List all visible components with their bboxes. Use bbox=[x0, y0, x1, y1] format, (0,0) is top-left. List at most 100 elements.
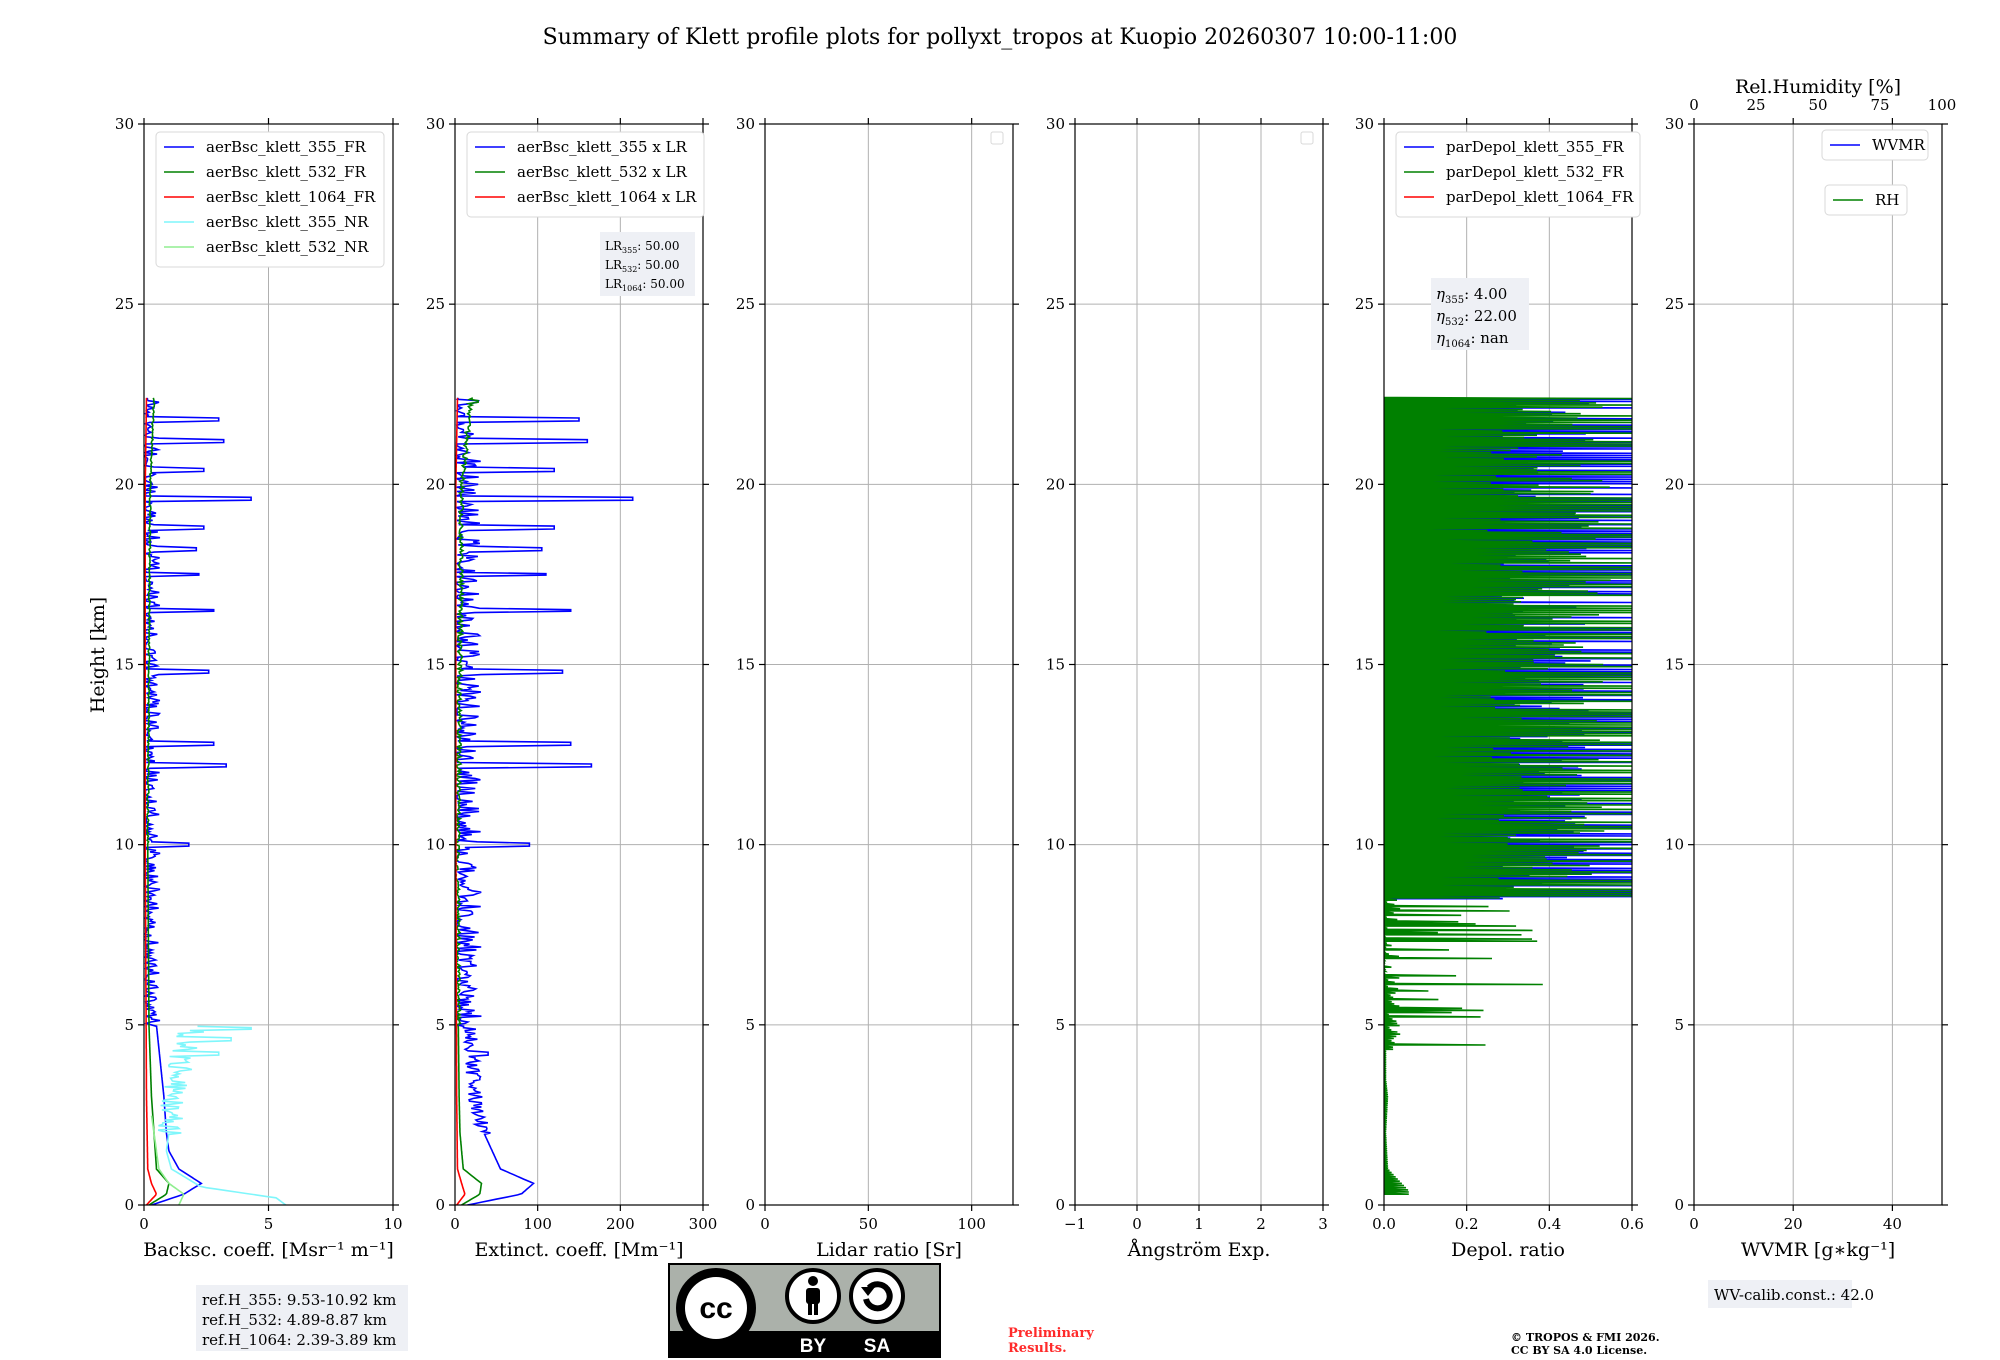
copyright-line1: © TROPOS & FMI 2026. bbox=[1511, 1331, 1660, 1344]
wv-calibration-box-bg bbox=[1708, 1280, 1852, 1308]
lidar-ratio-2: LR1064: 50.00 bbox=[605, 277, 685, 293]
series-parDepol_klett_532_FR bbox=[1384, 396, 1632, 1195]
xlabel-wvmr: WVMR [g∗kg⁻¹] bbox=[1741, 1239, 1895, 1261]
legend-extinction: aerBsc_klett_355 x LR aerBsc_klett_532 x … bbox=[466, 131, 705, 218]
y-axis-label: Height [km] bbox=[87, 597, 109, 713]
depol-calibration-box-bg bbox=[1431, 278, 1529, 350]
empty-legend-angstrom bbox=[1300, 131, 1314, 145]
ytick-label-wvmr-4: 20 bbox=[1665, 475, 1684, 493]
ytick-label-lidar_ratio-4: 20 bbox=[736, 475, 755, 493]
lidar-ratio-0: LR355: 50.00 bbox=[605, 239, 680, 255]
wv-calibration-box: WV-calib.const.: 42.0 bbox=[1708, 1280, 1874, 1308]
rh-tick-label-4: 100 bbox=[1928, 96, 1957, 114]
legend-box-depol bbox=[1395, 131, 1641, 218]
ytick-label-backscatter-2: 10 bbox=[115, 836, 134, 854]
curves-extinction bbox=[455, 397, 634, 1205]
legend-wvmr: WVMR bbox=[1821, 129, 1929, 161]
cc-icon-text: cc bbox=[699, 1292, 732, 1325]
legend-box-backscatter bbox=[155, 131, 385, 268]
xtick-label-angstrom-3: 2 bbox=[1256, 1215, 1266, 1233]
ytick-label-extinction-2: 10 bbox=[426, 836, 445, 854]
cc-icon: cc bbox=[676, 1268, 756, 1348]
xtick-label-depol-2: 0.4 bbox=[1537, 1215, 1561, 1233]
xtick-label-wvmr-1: 20 bbox=[1784, 1215, 1803, 1233]
ytick-label-lidar_ratio-1: 5 bbox=[745, 1016, 755, 1034]
lidar-ratio-box: LR355: 50.00 LR532: 50.00 LR1064: 50.00 bbox=[600, 232, 695, 296]
share-alike-icon bbox=[849, 1268, 905, 1324]
license-badge-sa: SA bbox=[864, 1336, 891, 1357]
ytick-label-backscatter-3: 15 bbox=[115, 656, 134, 674]
legend-label-extinction-1: aerBsc_klett_532 x LR bbox=[517, 163, 688, 181]
legend-label-backscatter-2: aerBsc_klett_1064_FR bbox=[206, 188, 376, 206]
ytick-label-angstrom-2: 10 bbox=[1046, 836, 1065, 854]
ytick-label-extinction-5: 25 bbox=[426, 295, 445, 313]
legend-label-depol-2: parDepol_klett_1064_FR bbox=[1446, 188, 1634, 206]
license-badge-by: BY bbox=[800, 1336, 827, 1357]
series-aerBsc_klett_355_NR bbox=[157, 1025, 287, 1205]
xtick-label-wvmr-0: 0 bbox=[1689, 1215, 1699, 1233]
panel-backscatter: 0 5 10 0 5 10 15 20 25 30 Backsc. coeff. [Msr⁻¹ m⁻… bbox=[115, 115, 408, 1351]
depol-calibration-2: η1064: nan bbox=[1436, 329, 1509, 350]
ytick-label-backscatter-5: 25 bbox=[115, 295, 134, 313]
xlabel-lidar_ratio: Lidar ratio [Sr] bbox=[816, 1239, 962, 1261]
legend-label-depol-1: parDepol_klett_532_FR bbox=[1446, 163, 1624, 181]
series-aerBsc_klett_532_NR bbox=[150, 1115, 185, 1205]
legend-label-depol-0: parDepol_klett_355_FR bbox=[1446, 138, 1624, 156]
lidar-ratio-box-bg bbox=[600, 232, 695, 296]
legend-label-extinction-0: aerBsc_klett_355 x LR bbox=[517, 138, 688, 156]
panel-wvmr: 0 20 40 0 5 10 15 20 25 30 WVMR [g∗kg⁻¹] 0 25 50 75 100… bbox=[1665, 76, 1956, 1308]
ytick-label-angstrom-1: 5 bbox=[1055, 1016, 1065, 1034]
series-aerBsc_klett_355_FR bbox=[144, 397, 252, 1205]
ytick-label-backscatter-1: 5 bbox=[124, 1016, 134, 1034]
xlabel-extinction: Extinct. coeff. [Mm⁻¹] bbox=[474, 1239, 683, 1261]
panel-extinction: 0 100 200 300 0 5 10 15 20 25 30 Extinct. coeff. [M… bbox=[426, 115, 717, 1261]
panel-depol: 0.0 0.2 0.4 0.6 0 5 10 15 20 25 30 Depol. ratio parD… bbox=[1355, 115, 1644, 1261]
xlabel-angstrom: Ångström Exp. bbox=[1127, 1239, 1271, 1261]
lidar-ratio-1: LR532: 50.00 bbox=[605, 258, 680, 274]
curves-depol bbox=[1384, 396, 1632, 1195]
depol-calibration-1: η532: 22.00 bbox=[1436, 307, 1517, 328]
rh-tick-label-1: 25 bbox=[1746, 96, 1765, 114]
ytick-label-lidar_ratio-0: 0 bbox=[745, 1196, 755, 1214]
legend-wvmr-label: WVMR bbox=[1872, 136, 1926, 154]
ytick-label-extinction-4: 20 bbox=[426, 475, 445, 493]
figure-title: Summary of Klett profile plots for polly… bbox=[543, 25, 1458, 50]
xtick-label-extinction-1: 100 bbox=[523, 1215, 552, 1233]
xtick-label-backscatter-1: 5 bbox=[264, 1215, 274, 1233]
preliminary-notice-line1: Preliminary bbox=[1008, 1326, 1094, 1341]
reference-height-1: ref.H_532: 4.89-8.87 km bbox=[202, 1311, 387, 1329]
ytick-label-lidar_ratio-6: 30 bbox=[736, 115, 755, 133]
xtick-label-extinction-0: 0 bbox=[450, 1215, 460, 1233]
curves-backscatter bbox=[144, 397, 287, 1205]
legend-backscatter: aerBsc_klett_355_FR aerBsc_klett_532_FRae… bbox=[155, 131, 385, 268]
ytick-label-depol-5: 25 bbox=[1355, 295, 1374, 313]
xlabel-backscatter: Backsc. coeff. [Msr⁻¹ m⁻¹] bbox=[143, 1239, 394, 1261]
rh-tick-label-3: 75 bbox=[1870, 96, 1889, 114]
ytick-label-wvmr-5: 25 bbox=[1665, 295, 1684, 313]
legend-rh-box bbox=[1824, 184, 1908, 216]
ytick-label-depol-6: 30 bbox=[1355, 115, 1374, 133]
legend-label-backscatter-4: aerBsc_klett_532_NR bbox=[206, 238, 369, 256]
ytick-label-backscatter-4: 20 bbox=[115, 475, 134, 493]
wv-calibration-constant: WV-calib.const.: 42.0 bbox=[1714, 1286, 1874, 1304]
rh-tick-label-2: 50 bbox=[1808, 96, 1827, 114]
series-aerBsc_klett_1064_FR bbox=[144, 397, 157, 1205]
ytick-label-angstrom-4: 20 bbox=[1046, 475, 1065, 493]
xtick-label-extinction-2: 200 bbox=[606, 1215, 635, 1233]
rh-tick-label-0: 0 bbox=[1689, 96, 1699, 114]
reference-height-box: ref.H_355: 9.53-10.92 km ref.H_532: 4.89-… bbox=[196, 1285, 408, 1351]
legend-label-backscatter-3: aerBsc_klett_355_NR bbox=[206, 213, 369, 231]
ytick-label-lidar_ratio-2: 10 bbox=[736, 836, 755, 854]
xtick-label-lidar_ratio-0: 0 bbox=[760, 1215, 770, 1233]
ytick-label-extinction-3: 15 bbox=[426, 656, 445, 674]
ytick-label-depol-0: 0 bbox=[1364, 1196, 1374, 1214]
ytick-label-depol-1: 5 bbox=[1364, 1016, 1374, 1034]
ytick-label-wvmr-2: 10 bbox=[1665, 836, 1684, 854]
ytick-label-wvmr-6: 30 bbox=[1665, 115, 1684, 133]
xtick-label-backscatter-0: 0 bbox=[139, 1215, 149, 1233]
xtick-label-angstrom-4: 3 bbox=[1318, 1215, 1328, 1233]
legend-depol: parDepol_klett_355_FR parDepol_klett_532_… bbox=[1395, 131, 1641, 218]
ytick-label-wvmr-1: 5 bbox=[1674, 1016, 1684, 1034]
